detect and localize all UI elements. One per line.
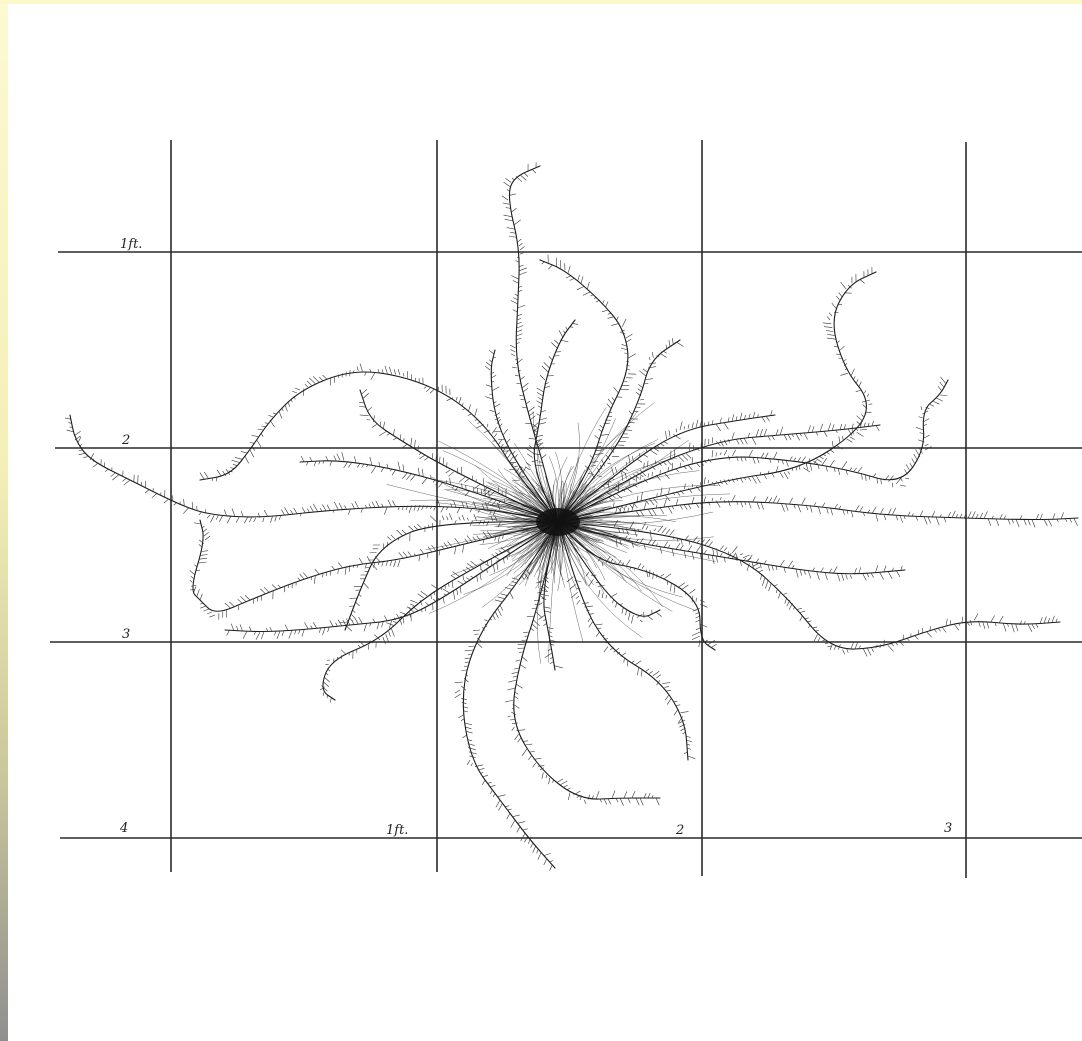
root-hairs — [319, 547, 510, 703]
root-strand — [224, 521, 559, 633]
root-strand — [557, 501, 1079, 523]
root-strand — [557, 271, 877, 523]
root-strand — [533, 319, 576, 523]
root-hairs — [64, 417, 501, 524]
root-strand — [557, 339, 681, 523]
root-hairs — [612, 534, 903, 582]
root-hairs — [501, 162, 547, 467]
axis-labels: 1ft. 2 3 4 1ft. 2 3 — [119, 237, 952, 838]
column-label-1: 1ft. — [386, 823, 408, 838]
left-edge-strip — [0, 0, 8, 1041]
root-hairs — [597, 556, 717, 648]
root-hairs — [566, 576, 696, 759]
root-strand — [508, 165, 559, 523]
top-edge-strip — [0, 0, 1082, 4]
root-strand — [192, 519, 559, 612]
root-hairs — [300, 452, 505, 506]
root-strand — [344, 521, 559, 631]
root-strand — [299, 460, 559, 523]
root-hairs — [454, 569, 554, 871]
root-strand — [490, 349, 559, 523]
root-strand — [557, 521, 906, 575]
root-hairs — [541, 254, 637, 475]
column-label-3: 3 — [944, 821, 952, 836]
root-strand — [543, 521, 559, 671]
root-strand — [557, 521, 1061, 650]
root-hairs — [613, 519, 1058, 657]
root-hairs — [199, 363, 523, 482]
root-hairs — [590, 338, 684, 479]
root-strand — [322, 521, 559, 701]
row-label-1: 1ft. — [120, 237, 142, 252]
root-strand — [359, 389, 559, 523]
root-system — [64, 162, 1079, 871]
root-hairs — [535, 577, 563, 669]
root-strand — [557, 521, 689, 761]
row-label-2: 2 — [121, 433, 130, 448]
root-hairs — [525, 323, 579, 471]
root-hairs — [505, 576, 660, 806]
root-crown — [386, 402, 731, 664]
root-hairs — [613, 267, 873, 512]
root-hairs — [615, 494, 1078, 528]
row-label-4: 4 — [119, 821, 128, 836]
root-strand — [557, 414, 776, 523]
root-hairs — [607, 376, 948, 502]
root-hairs — [339, 513, 502, 632]
row-label-3: 3 — [122, 627, 130, 642]
root-strand — [513, 521, 661, 800]
root-hairs — [601, 410, 773, 488]
root-strand — [69, 414, 559, 523]
root-hairs — [189, 522, 504, 620]
root-strand — [539, 259, 629, 523]
root-hairs — [585, 571, 662, 624]
root-hairs — [359, 389, 507, 497]
root-crown-core — [536, 508, 580, 536]
root-hairs — [605, 420, 880, 496]
column-label-2: 2 — [675, 823, 684, 838]
root-strand — [462, 521, 559, 869]
root-hairs — [226, 550, 511, 640]
root-strand — [557, 521, 661, 617]
